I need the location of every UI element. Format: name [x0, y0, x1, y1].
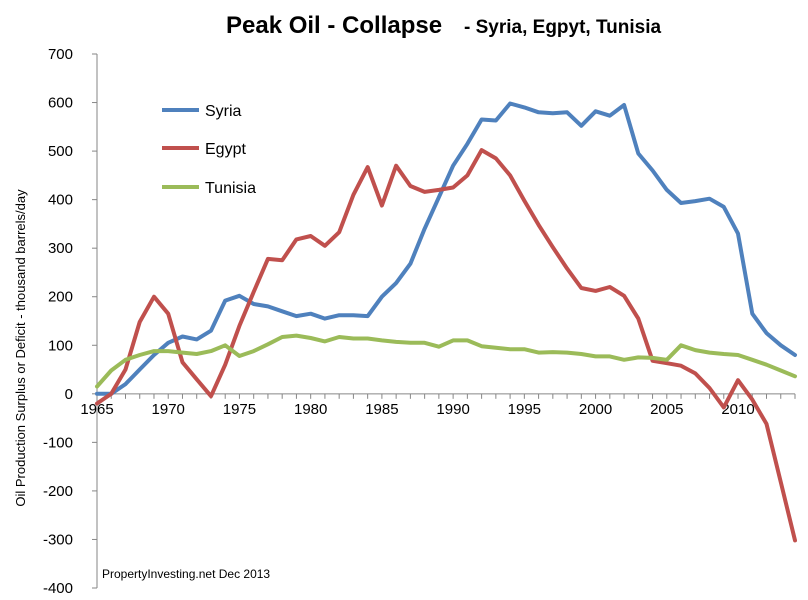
- y-tick-label: 100: [48, 337, 73, 354]
- y-tick-label: 300: [48, 240, 73, 257]
- y-tick-label: 500: [48, 143, 73, 160]
- y-axis-title: Oil Production Surplus or Deficit - thou…: [13, 189, 28, 507]
- chart-subtitle: - Syria, Egpyt, Tunisia: [464, 17, 662, 38]
- x-tick-label: 2000: [579, 401, 612, 418]
- series-lines: [95, 101, 797, 543]
- series-line-tunisia: [95, 333, 797, 389]
- y-tick-label: 700: [48, 46, 73, 63]
- legend-item-syria: Syria: [162, 103, 242, 120]
- y-tick-label: -200: [43, 483, 73, 500]
- y-tick-label: 600: [48, 95, 73, 112]
- x-tick-label: 1970: [152, 401, 185, 418]
- x-tick-label: 1980: [294, 401, 327, 418]
- legend-label-tunisia: Tunisia: [205, 180, 256, 197]
- x-tick-label: 1985: [365, 401, 398, 418]
- series-line-syria: [95, 101, 797, 396]
- legend-label-syria: Syria: [205, 103, 242, 120]
- legend-item-egypt: Egypt: [162, 141, 246, 158]
- x-tick-label: 1975: [223, 401, 256, 418]
- source-note: PropertyInvesting.net Dec 2013: [102, 567, 270, 581]
- legend-item-tunisia: Tunisia: [162, 180, 256, 197]
- x-axis-ticks: 1965 1970 1975 1980 1985 1990 1995 2000 2005 2010: [80, 393, 796, 418]
- legend-label-egypt: Egypt: [205, 141, 246, 158]
- y-tick-label: -400: [43, 580, 73, 597]
- y-tick-label: -300: [43, 531, 73, 548]
- y-tick-label: 0: [65, 386, 73, 403]
- x-tick-label: 1995: [508, 401, 541, 418]
- y-tick-label: 400: [48, 192, 73, 209]
- x-tick-label: 2005: [650, 401, 683, 418]
- y-axis-ticks: -400 -300 -200 -100 0 100 200 300 400 500 600 700: [43, 46, 97, 597]
- series-line-egypt: [95, 148, 797, 543]
- chart-title: Peak Oil - Collapse: [226, 12, 442, 39]
- legend: Syria Egypt Tunisia: [162, 103, 256, 197]
- y-tick-label: 200: [48, 289, 73, 306]
- x-tick-label: 2010: [721, 401, 754, 418]
- y-tick-label: -100: [43, 434, 73, 451]
- x-tick-label: 1965: [80, 401, 113, 418]
- x-tick-label: 1990: [436, 401, 469, 418]
